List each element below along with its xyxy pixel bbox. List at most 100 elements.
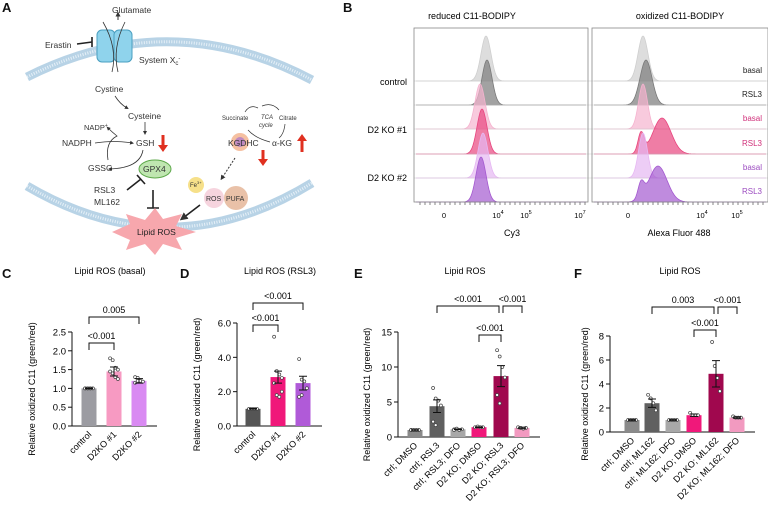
bar bbox=[665, 420, 681, 432]
histogram-reduced bbox=[416, 132, 586, 179]
bar-chart-c: Lipid ROS (basal) Relative oxidized C11 (… bbox=[27, 266, 157, 463]
data-point bbox=[431, 419, 435, 424]
y-tick-label: 2.0 bbox=[218, 387, 231, 398]
significance-bracket bbox=[252, 324, 279, 332]
error-bar bbox=[690, 413, 698, 417]
histogram-oxidized bbox=[594, 132, 766, 179]
iron-label: Fe3+ bbox=[190, 180, 202, 189]
y-axis-label: Relative oxidized C11 (green/red) bbox=[27, 322, 37, 455]
data-point bbox=[272, 334, 276, 339]
panel-label-e: E bbox=[354, 266, 363, 281]
gpx4-label: GPX4 bbox=[143, 164, 166, 174]
histogram-reduced bbox=[416, 59, 586, 106]
data-point bbox=[497, 401, 502, 406]
data-point bbox=[110, 358, 115, 363]
y-tick-label: 0.0 bbox=[218, 422, 231, 433]
system-xc-label: System Xc- bbox=[139, 55, 180, 67]
data-point bbox=[654, 408, 658, 413]
oxidized-frame bbox=[591, 27, 768, 203]
bar bbox=[686, 415, 702, 432]
p-value-label: <0.001 bbox=[714, 295, 742, 305]
bar-chart-f: Lipid ROS Relative oxidized C11 (green/re… bbox=[580, 266, 755, 501]
flow-cytometry-histograms: reduced C11-BODIPY oxidized C11-BODIPY c… bbox=[367, 11, 768, 238]
gpx4-node bbox=[138, 159, 172, 179]
error-bar bbox=[475, 426, 483, 429]
histogram-reduced bbox=[416, 83, 586, 130]
lipid-ros-burst bbox=[112, 208, 196, 255]
data-point bbox=[297, 394, 301, 399]
akg-label: α-KG bbox=[272, 138, 292, 148]
significance-bracket bbox=[717, 306, 738, 314]
significance-bracket bbox=[436, 305, 500, 313]
error-bar bbox=[497, 365, 505, 388]
significance-bracket bbox=[651, 306, 715, 314]
histogram-reduced bbox=[416, 108, 586, 155]
error-bar bbox=[249, 407, 257, 410]
bar bbox=[106, 371, 122, 426]
nadp-label: NADP+ bbox=[84, 123, 108, 132]
inhibition-icon bbox=[76, 37, 93, 47]
ml162-label: ML162 bbox=[94, 197, 120, 207]
significance-bracket bbox=[502, 305, 523, 313]
data-point bbox=[297, 357, 301, 361]
p-value-label: <0.001 bbox=[264, 291, 292, 301]
y-tick-label: 1.0 bbox=[53, 384, 66, 395]
y-tick-label: 0.5 bbox=[53, 403, 66, 414]
p-value-label: <0.001 bbox=[454, 294, 482, 304]
tca-label: TCA bbox=[261, 115, 273, 121]
bar bbox=[729, 417, 745, 432]
citrate-label: Citrate bbox=[279, 116, 297, 122]
y-tick-label: 1.5 bbox=[53, 365, 66, 376]
p-value-label: 0.005 bbox=[103, 305, 126, 315]
tick-label: 105 bbox=[520, 210, 531, 220]
significance-bracket bbox=[693, 329, 717, 337]
y-tick-label: 5 bbox=[387, 398, 392, 409]
bar-chart-d: Lipid ROS (RSL3) Relative oxidized C11 (g… bbox=[192, 266, 322, 463]
nadph-label: NADPH bbox=[62, 138, 92, 148]
row-label: basal bbox=[743, 163, 762, 172]
bar bbox=[493, 376, 509, 437]
data-point bbox=[299, 393, 304, 397]
significance-bracket bbox=[88, 316, 140, 324]
error-bar bbox=[411, 428, 419, 432]
ros-node bbox=[204, 188, 224, 208]
data-point bbox=[274, 393, 279, 397]
error-bar bbox=[85, 387, 93, 390]
gsh-label: GSH bbox=[136, 138, 154, 148]
y-tick-label: 10 bbox=[381, 363, 392, 374]
inhibition-icon bbox=[147, 190, 159, 209]
chart-title: Lipid ROS (basal) bbox=[74, 266, 145, 276]
error-bar bbox=[628, 418, 636, 422]
kgdhc-complex bbox=[231, 133, 249, 151]
error-bar bbox=[669, 419, 677, 421]
bar bbox=[270, 377, 286, 426]
y-tick-label: 2 bbox=[599, 404, 604, 415]
y-tick-label: 6 bbox=[599, 356, 604, 367]
significance-bracket bbox=[252, 302, 304, 310]
bar bbox=[81, 388, 97, 426]
y-tick-label: 2.5 bbox=[53, 328, 66, 339]
bar bbox=[450, 429, 466, 437]
significance-bracket bbox=[478, 334, 502, 342]
error-bar bbox=[110, 366, 118, 377]
significance-bracket bbox=[88, 342, 115, 350]
error-bar bbox=[299, 375, 307, 391]
histogram-oxidized bbox=[594, 59, 766, 106]
p-value-label: <0.001 bbox=[476, 323, 504, 333]
data-point bbox=[433, 423, 438, 427]
data-point bbox=[503, 375, 507, 380]
y-tick-label: 4.0 bbox=[218, 353, 231, 364]
x-label-af488: Alexa Fluor 488 bbox=[647, 228, 710, 238]
group-label-d2ko2: D2 KO #2 bbox=[367, 173, 407, 183]
chart-title: Lipid ROS bbox=[444, 266, 485, 276]
error-bar bbox=[733, 416, 741, 419]
chart-title: Lipid ROS bbox=[659, 266, 700, 276]
y-tick-label: 8 bbox=[599, 332, 604, 343]
error-bar bbox=[712, 360, 720, 388]
bar bbox=[429, 406, 445, 437]
histogram-oxidized bbox=[594, 117, 766, 155]
panel-label-c: C bbox=[2, 266, 12, 281]
erastin-label: Erastin bbox=[45, 40, 72, 50]
ferroptosis-pathway-diagram: Glutamate Erastin System Xc- Cystine Cys… bbox=[24, 5, 315, 255]
group-label-d2ko1: D2 KO #1 bbox=[367, 125, 407, 135]
